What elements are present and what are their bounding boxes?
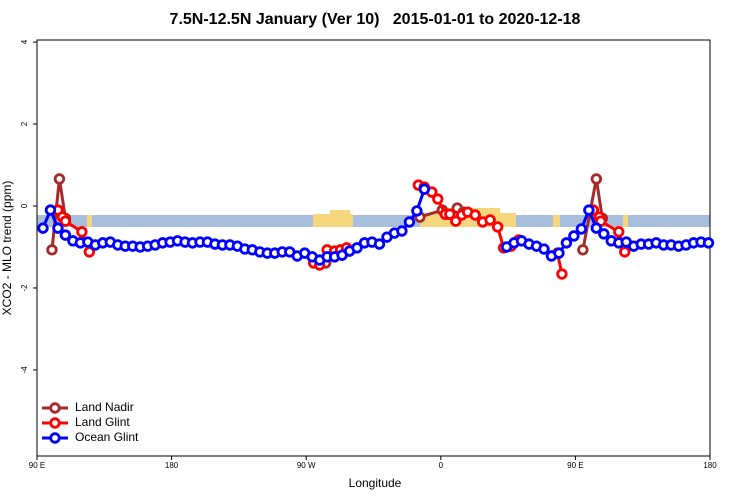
legend-marker — [49, 402, 61, 414]
point — [568, 230, 580, 242]
point — [37, 222, 49, 234]
land-patch — [553, 215, 560, 227]
x-tick-label: 180 — [165, 461, 179, 470]
land-patch — [623, 215, 628, 227]
point — [59, 229, 72, 241]
point — [702, 237, 715, 249]
point — [444, 208, 456, 220]
point — [44, 204, 57, 216]
point — [598, 228, 610, 240]
point — [432, 193, 444, 205]
point — [76, 226, 88, 238]
y-tick-label: 0 — [20, 203, 29, 208]
y-tick-label: -4 — [20, 366, 29, 374]
point — [583, 204, 595, 216]
point — [351, 242, 363, 254]
y-axis-label: XCO2 - MLO trend (ppm) — [0, 181, 14, 316]
point — [52, 222, 64, 234]
point — [469, 209, 481, 221]
legend-label: Land Glint — [75, 415, 130, 429]
point — [613, 226, 625, 238]
legend-marker — [49, 417, 61, 429]
point — [418, 183, 431, 195]
point — [577, 244, 589, 256]
series — [37, 183, 715, 266]
x-axis-label: Longitude — [349, 476, 402, 490]
point — [46, 244, 58, 256]
point — [396, 225, 408, 237]
series — [52, 179, 631, 280]
x-tick-label: 90 E — [29, 461, 45, 470]
legend-label: Land Nadir — [75, 400, 134, 414]
point — [619, 246, 631, 258]
chart-title: 7.5N-12.5N January (Ver 10) 2015-01-01 t… — [170, 11, 581, 28]
point — [590, 222, 603, 234]
legend-label: Ocean Glint — [75, 430, 139, 444]
point — [590, 173, 603, 185]
point — [491, 221, 504, 233]
y-tick-label: -2 — [20, 284, 29, 292]
land-patch — [87, 215, 92, 227]
x-tick-label: 90 E — [567, 461, 583, 470]
point — [575, 223, 588, 235]
point — [403, 216, 416, 228]
land-patch — [313, 214, 353, 227]
point — [553, 247, 565, 259]
x-tick-label: 180 — [703, 461, 717, 470]
point — [484, 214, 496, 226]
x-tick-label: 90 W — [297, 461, 316, 470]
x-tick-label: 0 — [439, 461, 444, 470]
point — [538, 243, 550, 255]
point — [83, 246, 96, 258]
point — [59, 215, 72, 227]
reference-band — [37, 215, 710, 227]
point — [560, 237, 573, 249]
land-patch — [330, 210, 350, 215]
y-tick-label: 2 — [20, 121, 29, 126]
point — [411, 205, 423, 217]
legend-marker — [49, 432, 61, 444]
point — [373, 238, 386, 250]
y-tick-label: 4 — [20, 39, 29, 44]
point — [556, 268, 568, 280]
point — [53, 173, 66, 185]
